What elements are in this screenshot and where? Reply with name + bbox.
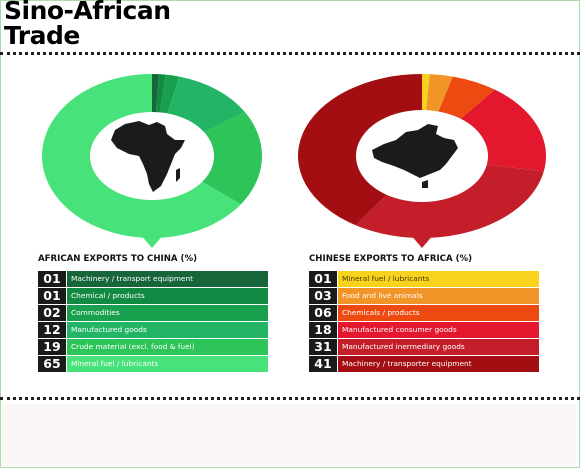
donut-slice — [202, 112, 262, 205]
title-line-1: Sino-African — [4, 0, 171, 25]
table-row: 01 Machinery / transport equipment — [38, 271, 268, 287]
row-label: Manufactured goods — [67, 322, 268, 338]
donut-slice — [426, 74, 453, 112]
title-line-2: Trade — [4, 21, 80, 50]
row-value: 65 — [38, 356, 66, 372]
table-row: 65 Mineral fuel / lubricants — [38, 356, 268, 372]
row-value: 41 — [309, 356, 337, 372]
chinese-exports-table: 01 Mineral fuel / lubricants 03 Food and li… — [309, 271, 539, 372]
row-label: Crude material (excl. food & fuel) — [67, 339, 268, 355]
china-map-icon — [372, 124, 458, 188]
row-label: Mineral fuel / lubricants — [67, 356, 268, 372]
row-value: 06 — [309, 305, 337, 321]
row-label: Chemicals / products — [338, 305, 539, 321]
table-row: 03 Food and live animals — [309, 288, 539, 304]
donut-slice — [167, 76, 245, 133]
chinese-exports-title: CHINESE EXPORTS TO AFRICA (%) — [309, 254, 473, 264]
table-row: 06 Chemicals / products — [309, 305, 539, 321]
table-row: 18 Manufactured consumer goods — [309, 322, 539, 338]
africa-map-icon — [111, 121, 185, 192]
row-value: 12 — [38, 322, 66, 338]
donut-slice — [438, 76, 495, 119]
footer-band — [2, 404, 576, 466]
row-label: Machinery / transport equipment — [67, 271, 268, 287]
donut-slice — [159, 74, 180, 114]
donut-slice — [422, 74, 430, 111]
table-row: 31 Manufactured inermediary goods — [309, 339, 539, 355]
row-value: 18 — [309, 322, 337, 338]
table-row: 19 Crude material (excl. food & fuel) — [38, 339, 268, 355]
row-value: 03 — [309, 288, 337, 304]
row-value: 02 — [38, 305, 66, 321]
donut-slice — [460, 89, 546, 172]
table-row: 01 Chemical / products — [38, 288, 268, 304]
table-row: 02 Commodities — [38, 305, 268, 321]
african-exports-title: AFRICAN EXPORTS TO CHINA (%) — [38, 254, 198, 264]
table-row: 01 Mineral fuel / lubricants — [309, 271, 539, 287]
page-title: Sino-African Trade — [4, 0, 171, 48]
donut-slice — [298, 74, 422, 226]
donut-slice — [155, 74, 166, 113]
chinese-exports-panel: CHINESE EXPORTS TO AFRICA (%) 01 Mineral … — [309, 254, 539, 373]
row-value: 01 — [38, 288, 66, 304]
row-label: Manufactured inermediary goods — [338, 339, 539, 355]
african-exports-table: 01 Machinery / transport equipment 01 Chemi… — [38, 271, 268, 372]
donut-slice — [355, 164, 544, 238]
row-value: 31 — [309, 339, 337, 355]
row-label: Chemical / products — [67, 288, 268, 304]
african-exports-panel: AFRICAN EXPORTS TO CHINA (%) 01 Machinery… — [38, 254, 268, 373]
row-label: Food and live animals — [338, 288, 539, 304]
row-label: Machinery / transporter equipment — [338, 356, 539, 372]
row-value: 19 — [38, 339, 66, 355]
table-row: 41 Machinery / transporter equipment — [309, 356, 539, 372]
row-label: Commodities — [67, 305, 268, 321]
row-value: 01 — [309, 271, 337, 287]
chinese-exports-donut — [298, 74, 546, 248]
row-label: Manufactured consumer goods — [338, 322, 539, 338]
row-value: 01 — [38, 271, 66, 287]
african-exports-donut — [41, 74, 262, 248]
row-label: Mineral fuel / lubricants — [338, 271, 539, 287]
donut-slice — [152, 74, 159, 113]
donut-slice — [41, 74, 241, 238]
table-row: 12 Manufactured goods — [38, 322, 268, 338]
dotted-divider-bottom — [0, 397, 580, 400]
dotted-divider-top — [0, 52, 580, 55]
